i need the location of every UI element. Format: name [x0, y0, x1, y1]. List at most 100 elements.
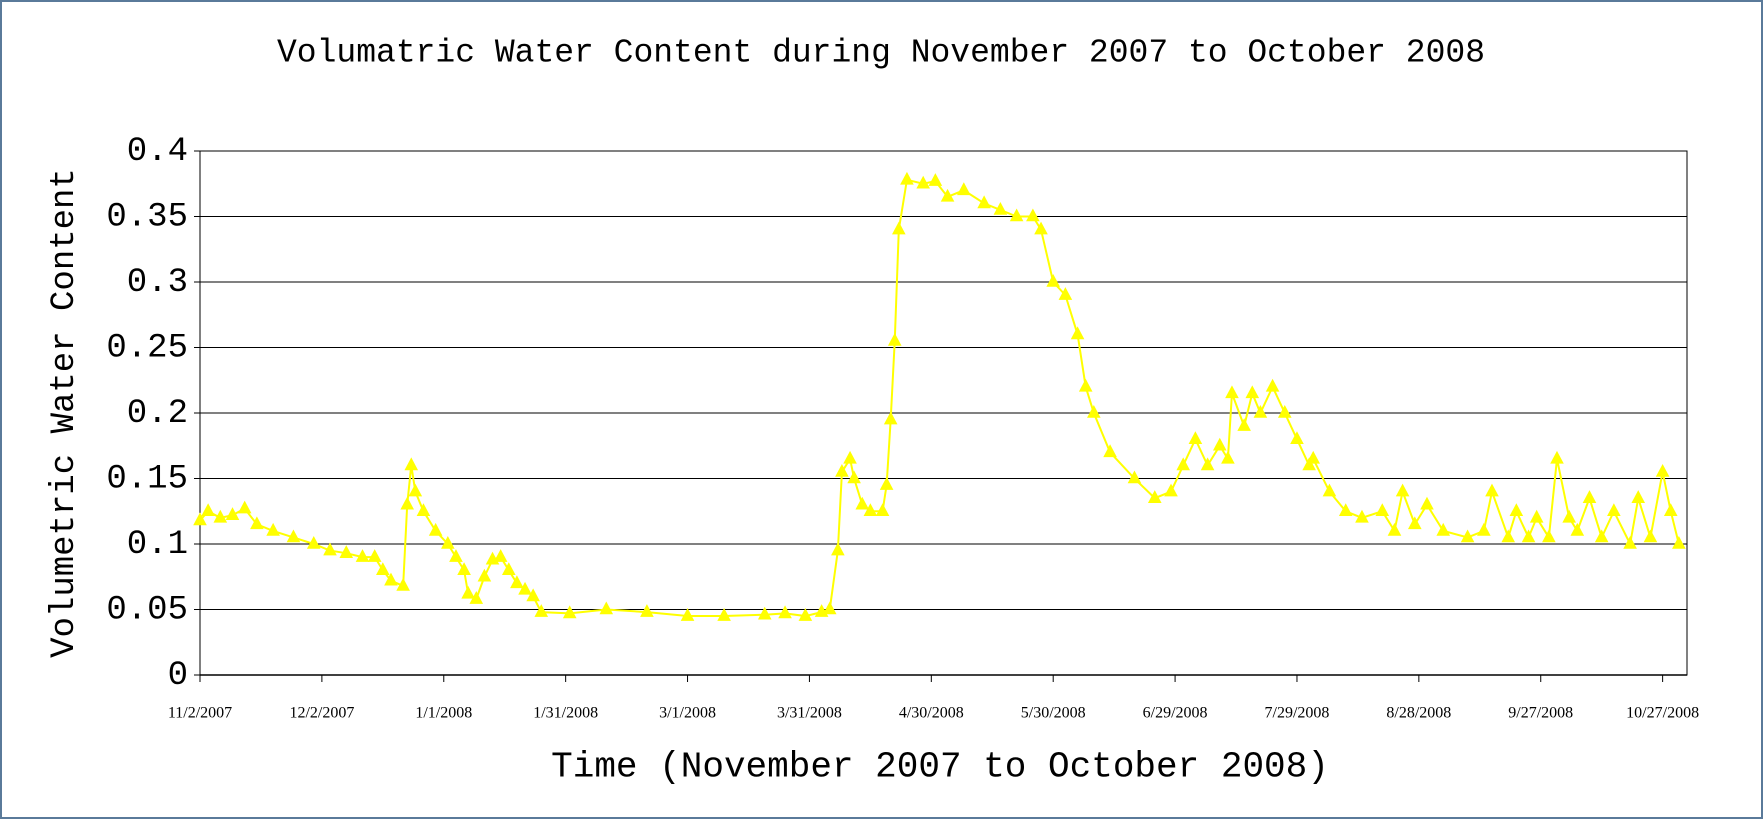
data-point	[1200, 457, 1215, 471]
data-point	[993, 201, 1008, 215]
y-tick-label: 0	[168, 657, 188, 695]
data-point	[493, 549, 508, 562]
data-point	[680, 608, 695, 621]
data-point	[1322, 483, 1337, 497]
data-point	[518, 581, 532, 595]
data-point	[1188, 431, 1203, 444]
data-point	[461, 585, 475, 599]
data-point	[1127, 470, 1142, 484]
x-tick-label: 8/28/2008	[1386, 705, 1451, 722]
data-point	[193, 512, 207, 526]
data-point	[957, 182, 971, 196]
data-point	[1570, 522, 1585, 536]
data-point	[225, 507, 240, 520]
data-point	[822, 601, 837, 615]
data-point	[408, 483, 423, 497]
data-point	[1529, 509, 1544, 523]
data-point	[1550, 450, 1564, 464]
data-point	[835, 463, 849, 477]
data-point	[477, 568, 492, 582]
data-point	[1046, 274, 1060, 287]
data-point	[469, 591, 484, 604]
data-point	[1631, 490, 1646, 503]
data-point	[883, 411, 898, 425]
data-point	[237, 500, 252, 514]
data-point	[510, 575, 524, 589]
data-point	[1302, 457, 1316, 471]
data-point	[916, 175, 930, 189]
y-axis-title: Volumetric Water Content	[46, 168, 84, 658]
data-point	[1087, 405, 1101, 418]
data-point	[1237, 418, 1251, 431]
data-point	[1594, 529, 1609, 543]
data-point	[831, 542, 845, 556]
y-tick-label: 0.15	[106, 460, 188, 498]
data-point	[416, 503, 431, 517]
data-point	[757, 606, 772, 620]
data-point	[1212, 437, 1227, 451]
data-point	[400, 496, 415, 510]
data-point	[1034, 221, 1048, 235]
data-point	[1078, 378, 1093, 392]
data-point	[1501, 529, 1516, 543]
data-point	[977, 195, 991, 209]
x-tick-label: 9/27/2008	[1508, 705, 1573, 722]
data-point	[900, 171, 914, 185]
data-point	[306, 536, 321, 549]
data-point	[1306, 450, 1321, 464]
x-axis-title: Time (November 2007 to October 2008)	[551, 747, 1329, 788]
x-tick-label: 3/31/2008	[777, 705, 842, 722]
data-point	[355, 549, 370, 562]
data-point	[1607, 503, 1621, 517]
data-point	[1672, 536, 1686, 549]
y-tick-label: 0.1	[127, 526, 188, 564]
y-tick-label: 0.4	[127, 133, 188, 171]
data-point	[847, 470, 861, 484]
data-point	[1009, 208, 1024, 222]
data-point	[1655, 463, 1670, 477]
data-point	[1387, 522, 1402, 536]
data-point	[1395, 483, 1410, 497]
data-point	[1436, 522, 1451, 536]
data-point	[1375, 503, 1390, 517]
data-point	[449, 549, 463, 562]
y-tick-label: 0.35	[106, 198, 188, 236]
data-point	[441, 536, 455, 549]
data-point	[778, 605, 792, 619]
chart-title: Volumatric Water Content during November…	[277, 35, 1485, 72]
y-tick-label: 0.05	[106, 591, 188, 629]
data-point	[376, 562, 390, 575]
data-point	[1460, 529, 1475, 543]
data-point	[1070, 326, 1085, 340]
data-point	[855, 496, 870, 510]
data-point	[1176, 457, 1191, 471]
data-point	[875, 503, 890, 517]
x-tick-label: 1/31/2008	[533, 705, 598, 722]
x-tick-label: 11/2/2007	[168, 705, 232, 722]
data-point	[286, 529, 301, 543]
x-tick-label: 3/1/2008	[659, 705, 716, 722]
data-point	[1245, 385, 1260, 399]
data-point	[562, 605, 577, 619]
data-point	[640, 604, 654, 617]
data-point	[599, 601, 614, 615]
y-tick-label: 0.2	[127, 395, 188, 433]
y-tick-label: 0.25	[106, 329, 188, 367]
data-point	[1290, 431, 1304, 444]
data-point	[940, 188, 955, 202]
data-point	[1485, 483, 1499, 497]
data-point	[457, 562, 471, 575]
data-point	[798, 608, 813, 621]
data-point	[892, 221, 906, 235]
data-point	[1338, 503, 1353, 517]
data-point	[201, 503, 215, 517]
data-point	[887, 332, 902, 346]
data-point	[1277, 405, 1292, 418]
data-point	[1225, 385, 1239, 399]
data-point	[367, 549, 382, 562]
data-point	[1509, 503, 1524, 517]
data-point	[404, 457, 419, 471]
data-point	[1582, 490, 1597, 503]
data-point	[396, 577, 410, 591]
